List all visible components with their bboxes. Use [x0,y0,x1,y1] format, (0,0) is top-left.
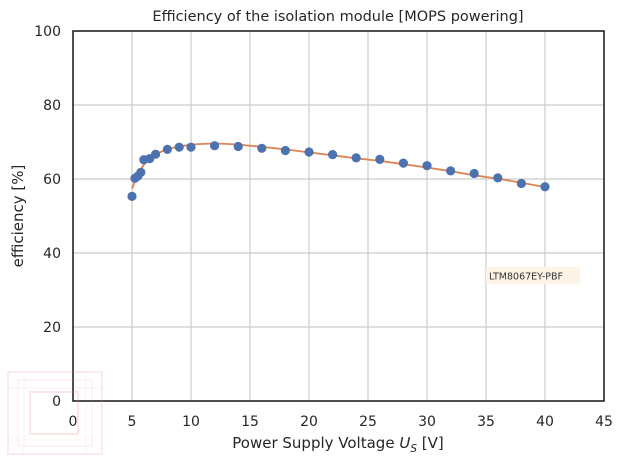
x-tick-label: 5 [128,414,137,430]
y-tick-label: 40 [43,246,61,262]
data-point [422,161,432,171]
y-axis-title: efficiency [%] [9,165,27,268]
data-point [233,141,243,152]
data-point [136,167,146,177]
data-point [375,154,385,164]
data-point [151,149,161,159]
x-tick-label: 45 [595,414,613,430]
data-point [174,142,184,152]
data-point [540,182,550,192]
chart-title: Efficiency of the isolation module [MOPS… [152,9,523,25]
x-tick-labels: 0 5 10 15 20 25 30 35 40 45 [69,414,613,430]
y-tick-label: 20 [43,320,61,336]
data-point [186,142,196,152]
data-point [493,173,503,183]
y-tick-labels: 0 20 40 60 80 100 [34,24,61,410]
watermark-logo [7,371,103,455]
x-axis-title-symbol: U [399,434,410,452]
data-point [328,149,338,160]
annotation-background [486,267,580,284]
data-point [516,178,527,189]
y-tick-label: 100 [34,24,61,40]
x-axis-title-main: Power Supply Voltage [232,434,399,452]
data-point [398,158,408,168]
x-tick-label: 35 [477,414,495,430]
data-point [446,166,456,176]
data-point [127,191,137,201]
data-point [304,147,314,157]
data-point [162,144,172,154]
x-axis-title-unit: [V] [417,434,444,452]
data-point [257,143,267,153]
data-point [210,141,220,151]
x-tick-label: 20 [300,414,318,430]
data-point [469,168,479,179]
x-tick-label: 15 [241,414,259,430]
x-tick-label: 0 [69,414,78,430]
data-point [351,153,361,163]
x-tick-label: 25 [359,414,377,430]
grid-lines [72,30,605,402]
x-axis-title: Power Supply Voltage US [V] [232,434,443,455]
y-tick-label: 80 [43,98,61,114]
x-tick-label: 10 [182,414,200,430]
y-tick-label: 0 [52,394,61,410]
y-tick-label: 60 [43,172,61,188]
x-axis-title-subscript: S [410,443,417,455]
data-points-group [127,141,550,201]
annotation-label: LTM8067EY-PBF [489,272,563,283]
plot-frame [72,30,605,402]
data-point [280,145,290,156]
x-tick-label: 40 [536,414,554,430]
x-tick-label: 30 [418,414,436,430]
annotation-box: LTM8067EY-PBF [486,267,580,284]
